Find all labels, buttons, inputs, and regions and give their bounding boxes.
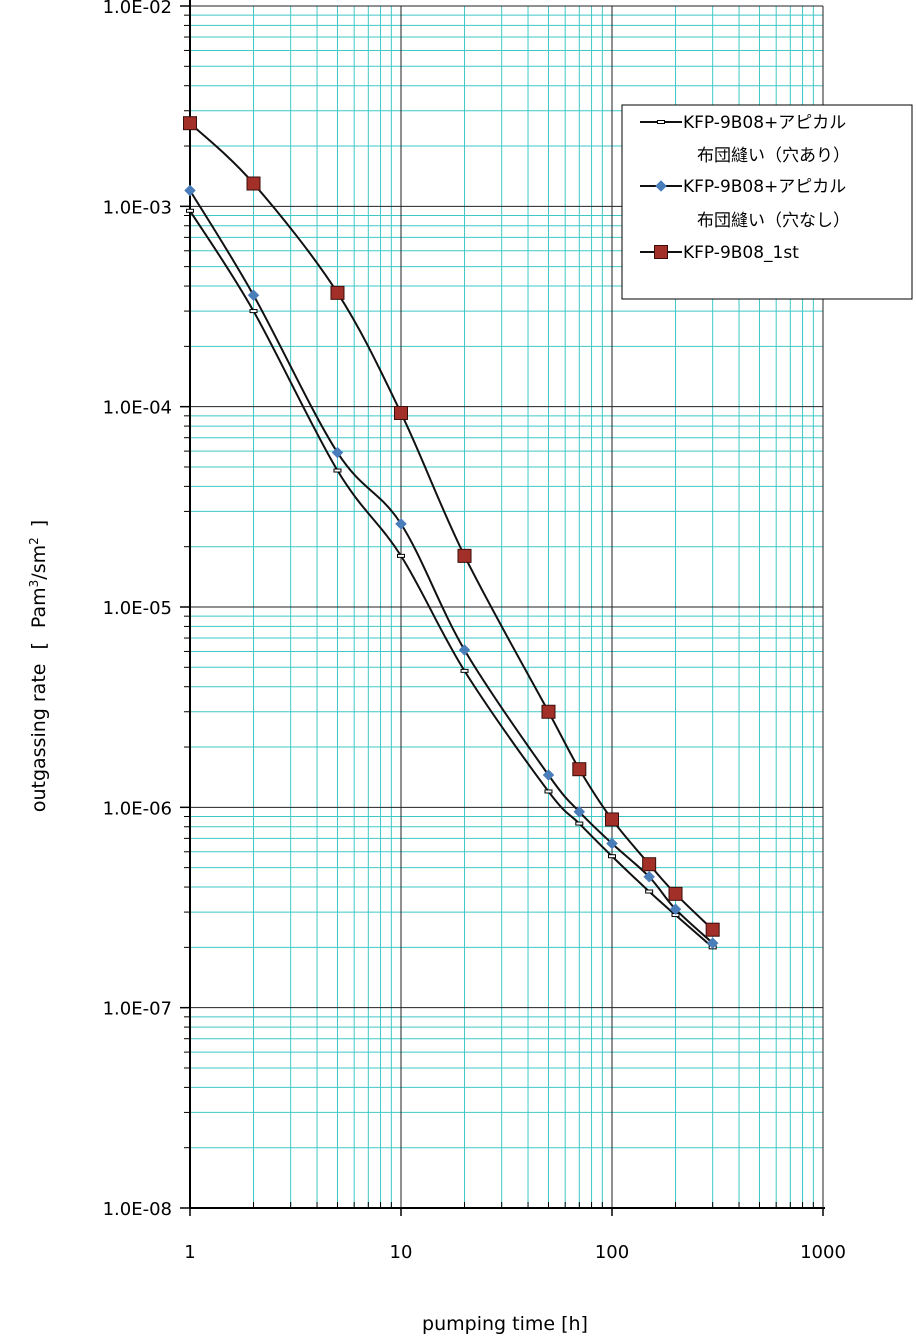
data-point-marker — [705, 922, 720, 937]
x-tick-label: 1 — [184, 1242, 195, 1263]
data-point-marker — [643, 870, 656, 883]
data-point-marker — [542, 769, 555, 781]
data-point-marker — [249, 309, 258, 314]
data-point-marker — [397, 553, 405, 558]
data-point-marker — [605, 812, 619, 827]
data-point-marker — [541, 704, 556, 719]
data-point-marker — [457, 548, 472, 563]
y-tick-label: 1.0E-07 — [103, 999, 172, 1020]
series-line — [189, 189, 714, 944]
legend-marker — [655, 180, 667, 192]
y-axis-title-unit-sup1: 3 — [27, 580, 41, 588]
data-point-marker — [184, 184, 196, 197]
data-point-marker — [669, 903, 682, 916]
data-point-marker — [608, 854, 616, 859]
y-axis-title: outgassing rate [ Pam3/sm2] — [27, 520, 50, 812]
y-axis-title-bracket-close: ] — [28, 520, 50, 527]
data-point-marker — [395, 518, 407, 530]
legend-marker — [657, 120, 665, 124]
y-tick-label: 1.0E-06 — [103, 798, 172, 819]
y-tick-label: 1.0E-05 — [103, 598, 172, 619]
data-point-marker — [247, 289, 260, 302]
legend-label: KFP-9B08+アピカル — [683, 177, 846, 197]
data-point-marker — [458, 644, 471, 656]
data-point-marker — [544, 789, 553, 794]
y-axis-title-unit-sup2: 2 — [27, 537, 41, 545]
y-tick-label: 1.0E-08 — [103, 1199, 172, 1220]
legend: KFP-9B08+アピカル布団縫い（穴あり）KFP-9B08+アピカル布団縫い（… — [621, 104, 913, 300]
data-point-marker — [606, 837, 618, 850]
y-tick-label: 1.0E-03 — [103, 197, 172, 218]
data-point-marker — [333, 468, 342, 473]
x-axis-title: pumping time [h] — [422, 1313, 588, 1335]
legend-label: KFP-9B08_1st — [683, 243, 799, 263]
axis-ticks: 1 10 100 1000 1.0E-08 1.0E-07 1.0E-06 1.0E-05 1.… — [103, 0, 846, 1263]
y-tick-label: 1.0E-04 — [103, 398, 172, 419]
major-grid — [190, 5, 823, 1208]
data-point-marker — [573, 805, 586, 818]
y-axis-title-main: outgassing rate — [28, 664, 50, 813]
data-point-marker — [572, 762, 587, 777]
data-point-marker — [330, 285, 345, 300]
data-point-marker — [642, 857, 657, 872]
data-point-marker — [331, 446, 344, 459]
data-point-marker — [246, 176, 261, 191]
data-point-marker — [186, 208, 194, 213]
data-point-marker — [394, 405, 408, 420]
y-tick-label: 1.0E-02 — [103, 0, 172, 18]
legend-label: 布団縫い（穴あり） — [697, 146, 850, 166]
data-point-marker — [668, 886, 683, 901]
y-axis-title-bracket-open: [ — [28, 642, 50, 649]
series-markers — [183, 116, 720, 950]
data-point-marker — [706, 937, 719, 949]
data-point-marker — [645, 889, 654, 894]
x-tick-label: 10 — [390, 1242, 413, 1263]
legend-marker — [654, 245, 668, 259]
x-tick-label: 1000 — [800, 1242, 846, 1263]
legend-label: KFP-9B08+アピカル — [683, 113, 846, 133]
data-point-marker — [183, 116, 197, 131]
data-point-marker — [460, 668, 469, 673]
data-point-marker — [575, 821, 584, 826]
x-tick-label: 100 — [595, 1242, 629, 1263]
legend-box — [621, 104, 913, 300]
y-axis-title-unit-base: Pam — [28, 587, 50, 628]
legend-label: 布団縫い（穴なし） — [697, 211, 850, 231]
y-axis-title-unit-mid: /sm — [28, 545, 50, 580]
